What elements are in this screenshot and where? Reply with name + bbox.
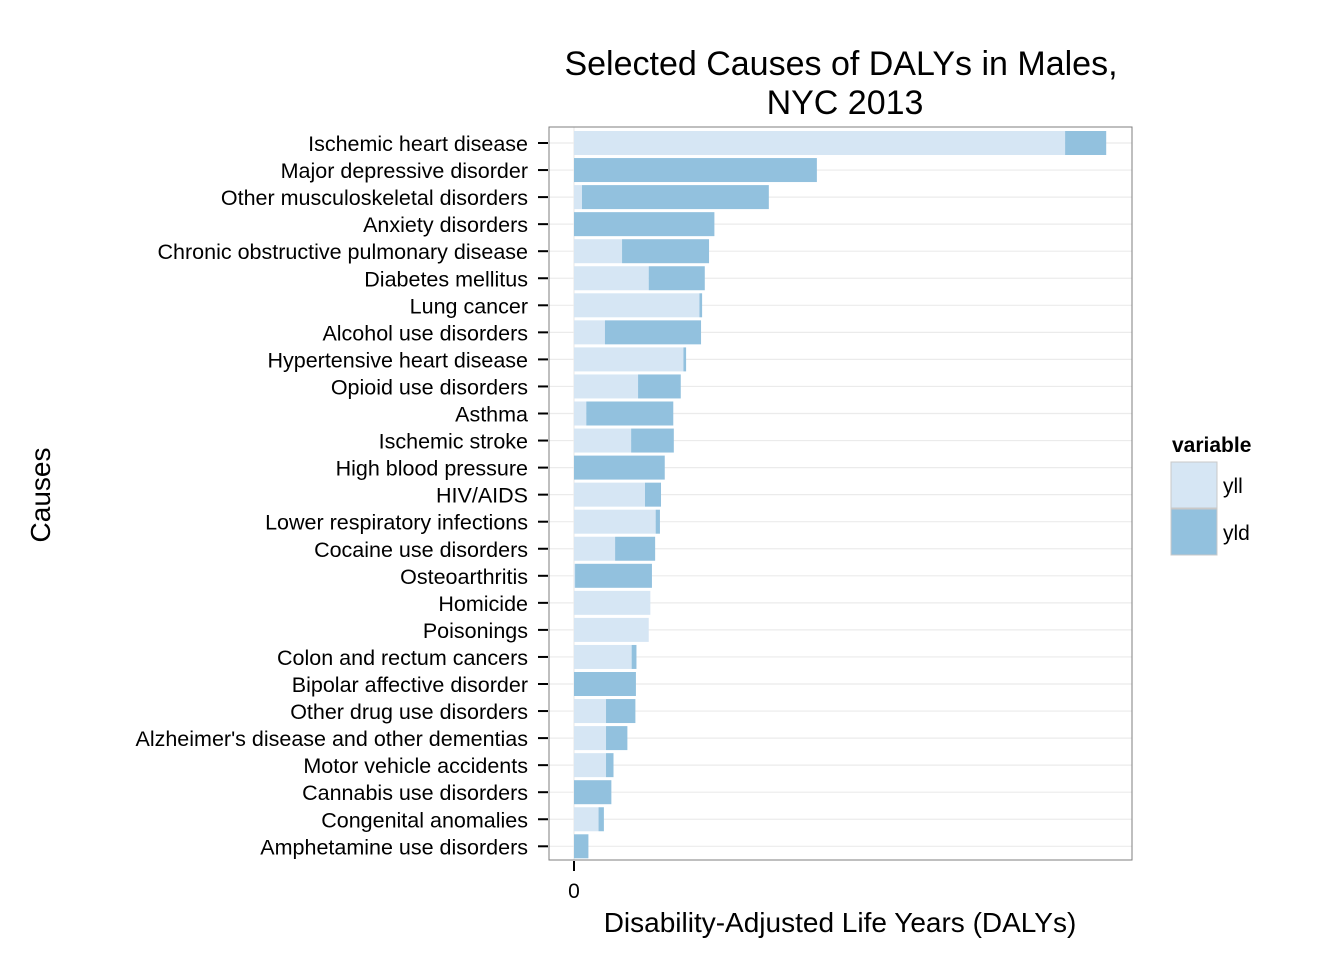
bar-alzheimer-s-disease-and-other-dementias-yld [606,726,628,751]
category-label-congenital-anomalies: Congenital anomalies [321,808,528,832]
bar-chronic-obstructive-pulmonary-disease-yld [622,239,710,264]
legend: variable yll yld [1170,434,1251,556]
bar-cannabis-use-disorders-yld [574,780,612,805]
bar-hypertensive-heart-disease-yld [683,347,687,372]
bar-other-drug-use-disorders-yld [606,699,636,724]
category-label-alzheimer-s-disease-and-other-dementias: Alzheimer's disease and other dementias [135,727,528,751]
bar-homicide-yll [574,590,651,615]
category-label-high-blood-pressure: High blood pressure [336,457,528,481]
bar-hiv-aids-yll [574,482,645,507]
bar-ischemic-heart-disease-yld [1065,131,1107,155]
bar-lung-cancer-yld [699,293,703,318]
legend-key-yll [1170,461,1218,509]
bar-ischemic-stroke-yld [631,428,674,453]
bar-colon-and-rectum-cancers-yld [631,644,637,669]
bar-lower-respiratory-infections-yld [655,509,660,534]
legend-label-yld: yld [1223,522,1250,545]
bar-ischemic-heart-disease-yll [574,131,1066,155]
bar-diabetes-mellitus-yld [648,266,705,291]
x-tick-label-0: 0 [568,880,580,903]
category-label-other-musculoskeletal-disorders: Other musculoskeletal disorders [221,186,528,210]
category-label-alcohol-use-disorders: Alcohol use disorders [322,321,528,345]
legend-title: variable [1172,434,1251,457]
bar-alcohol-use-disorders-yld [604,320,702,345]
bar-poisonings-yll [574,617,649,642]
bar-asthma-yld [586,401,674,426]
category-label-poisonings: Poisonings [423,619,528,643]
bar-alzheimer-s-disease-and-other-dementias-yll [574,726,607,751]
category-label-major-depressive-disorder: Major depressive disorder [281,159,528,183]
category-label-colon-and-rectum-cancers: Colon and rectum cancers [277,646,528,670]
category-label-opioid-use-disorders: Opioid use disorders [331,375,528,399]
legend-key-yld [1170,508,1218,556]
bar-opioid-use-disorders-yll [574,374,639,399]
bar-colon-and-rectum-cancers-yll [574,644,632,669]
plot-panel-border [548,126,1133,861]
bar-osteoarthritis-yld [575,563,652,588]
bar-asthma-yll [574,401,587,426]
bar-high-blood-pressure-yld [574,455,665,480]
chart-title-line-2: NYC 2013 [767,84,924,122]
bar-cocaine-use-disorders-yld [615,536,656,561]
category-label-other-drug-use-disorders: Other drug use disorders [290,700,528,724]
category-label-cocaine-use-disorders: Cocaine use disorders [314,538,528,562]
bar-lower-respiratory-infections-yll [574,509,656,534]
category-label-ischemic-stroke: Ischemic stroke [379,430,528,454]
category-label-asthma: Asthma [455,403,528,427]
bar-congenital-anomalies-yll [574,807,599,832]
bar-bipolar-affective-disorder-yld [574,672,636,696]
category-label-ischemic-heart-disease: Ischemic heart disease [308,132,528,156]
bars [574,131,1107,859]
category-label-cannabis-use-disorders: Cannabis use disorders [302,781,528,805]
category-label-osteoarthritis: Osteoarthritis [400,565,528,589]
bar-lung-cancer-yll [574,293,700,318]
bar-opioid-use-disorders-yld [638,374,681,399]
legend-label-yll: yll [1223,475,1243,498]
category-label-diabetes-mellitus: Diabetes mellitus [364,267,528,291]
category-label-amphetamine-use-disorders: Amphetamine use disorders [260,835,528,859]
category-label-motor-vehicle-accidents: Motor vehicle accidents [303,754,528,778]
category-label-chronic-obstructive-pulmonary-disease: Chronic obstructive pulmonary disease [158,240,528,264]
bar-motor-vehicle-accidents-yll [574,753,607,778]
y-axis-title: Causes [25,448,56,543]
bar-hiv-aids-yld [644,482,662,507]
bar-congenital-anomalies-yld [598,807,604,832]
category-label-lower-respiratory-infections: Lower respiratory infections [265,511,528,535]
bar-anxiety-disorders-yld [574,212,715,237]
bar-other-drug-use-disorders-yll [574,699,607,724]
category-label-hiv-aids: HIV/AIDS [436,484,528,508]
bar-major-depressive-disorder-yld [574,158,817,183]
x-axis: 0 [568,861,580,903]
chart-title-line-1: Selected Causes of DALYs in Males, [564,45,1117,83]
bar-other-musculoskeletal-disorders-yld [582,185,769,210]
category-label-hypertensive-heart-disease: Hypertensive heart disease [267,348,528,372]
bar-osteoarthritis-yll [574,563,576,588]
bar-hypertensive-heart-disease-yll [574,347,684,372]
bar-other-musculoskeletal-disorders-yll [574,185,583,210]
bar-cocaine-use-disorders-yll [574,536,616,561]
bar-ischemic-stroke-yll [574,428,632,453]
category-label-lung-cancer: Lung cancer [410,294,528,318]
bar-amphetamine-use-disorders-yld [574,834,589,859]
bar-chronic-obstructive-pulmonary-disease-yll [574,239,623,264]
bar-motor-vehicle-accidents-yld [606,753,614,778]
bar-diabetes-mellitus-yll [574,266,649,291]
y-axis: Ischemic heart disease Major depressive d… [135,132,548,859]
bar-alcohol-use-disorders-yll [574,320,605,345]
chart-title: Selected Causes of DALYs in Males, NYC 2… [564,45,1117,122]
category-label-bipolar-affective-disorder: Bipolar affective disorder [292,673,528,697]
category-label-anxiety-disorders: Anxiety disorders [363,213,528,237]
x-axis-title: Disability-Adjusted Life Years (DALYs) [604,907,1077,938]
category-label-homicide: Homicide [438,592,528,616]
